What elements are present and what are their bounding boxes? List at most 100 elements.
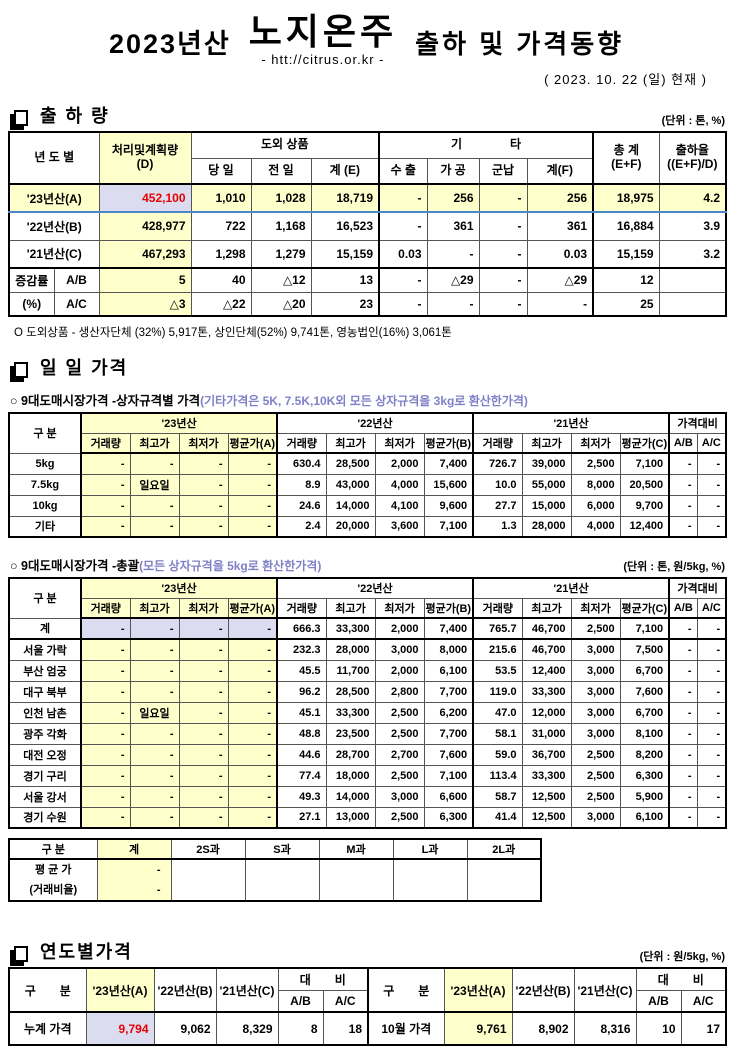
cell: 15,159 [592, 239, 660, 269]
col-group-2021: '21년산 [472, 577, 670, 599]
cell: 18,975 [592, 183, 660, 213]
cell: 23 [310, 291, 380, 317]
cell: 256 [526, 183, 594, 213]
cell: 6,200 [423, 701, 474, 724]
table-row: 인천 남촌 - 일요일 - -45.1 33,300 2,500 6,200 47.0 12,00… [8, 701, 727, 724]
cell: - - [96, 858, 172, 902]
cell: 7,700 [423, 680, 474, 703]
row-label: 10월 가격 [367, 1011, 445, 1046]
cell: 10.0 [472, 473, 523, 496]
cell: 12 [592, 267, 660, 293]
title-product-block: 노지온주 - htt://citrus.or.kr - [249, 14, 397, 68]
cell: - [378, 291, 428, 317]
cell: 113.4 [472, 764, 523, 787]
cell: - [696, 638, 727, 661]
col-header-2l: 2L과 [466, 838, 542, 860]
cell: - [80, 701, 131, 724]
cell: - [178, 722, 229, 745]
cell: 15,600 [423, 473, 474, 496]
sub-column-header: 최고가 [325, 432, 376, 454]
yearly-price-row: 누계 가격 9,794 9,062 8,329 8 18 10월 가격 9,76… [8, 1011, 727, 1046]
cumulative-price-2023: 9,794 [85, 1011, 155, 1046]
bybox-subtitle-note: (기타가격은 5K, 7.5K,10K외 모든 상자규격을 3kg로 환산한가격… [200, 394, 528, 408]
cumulative-price-2021: 8,329 [215, 1011, 279, 1046]
cell: 3.9 [658, 211, 727, 241]
col-header-today: 당 일 [190, 157, 252, 185]
col-group-2021: '21년산 [472, 412, 670, 434]
cell: 20,500 [619, 473, 670, 496]
cell [658, 291, 727, 317]
cell: 33,300 [521, 680, 572, 703]
cell: 12,400 [619, 515, 670, 538]
rate-header-line1: 출하율 [675, 143, 709, 158]
cell: 1,298 [190, 239, 252, 269]
plan-header-line1: 처리및계획량 [111, 143, 179, 158]
cell: 7,100 [423, 764, 474, 787]
cell: △29 [526, 267, 594, 293]
bybox-subtitle: ○ 9대도매시장가격 -상자규격별 가격 [10, 394, 201, 408]
col-header-2022: '22년산(B) [511, 967, 575, 1013]
shipment-unit-label: (단위 : 톤, %) [661, 115, 725, 127]
col-header-2023: '23년산(A) [85, 967, 155, 1013]
row-label: 7.5kg [8, 473, 82, 496]
cell: 일요일 [129, 701, 180, 724]
cell: - [178, 701, 229, 724]
subheader-row: 거래량 최고가 최저가 평균가(A) 거래량 최고가 최저가 평균가(B) 거래량 최고가 최저가 평… [9, 432, 727, 454]
cell: - [80, 743, 131, 766]
row-label: 기타 [8, 515, 82, 538]
cell: - [696, 659, 727, 682]
col-header-sum-f: 계(F) [526, 157, 594, 185]
col-header-m: M과 [318, 838, 394, 860]
rate-header-line2: ((E+F)/D) [667, 157, 718, 171]
cell: 3,000 [570, 638, 621, 661]
cell: - [478, 183, 528, 213]
cell: - [696, 785, 727, 808]
cell: - [80, 764, 131, 787]
col-group-2022: '22년산 [276, 577, 474, 599]
cell: 256 [426, 183, 480, 213]
cell: - [178, 806, 229, 829]
cell: 2,500 [374, 701, 425, 724]
cell: - [129, 680, 180, 703]
cell: 0.03 [526, 239, 594, 269]
cell: - [129, 452, 180, 475]
cell: 11,700 [325, 659, 376, 682]
cell: 일요일 [129, 473, 180, 496]
row-label: 서울 강서 [8, 785, 82, 808]
cell: - [668, 515, 698, 538]
row-label: 대구 북부 [8, 680, 82, 703]
cell: 1.3 [472, 515, 523, 538]
subheader-row: 거래량 최고가 최저가 평균가(A) 거래량 최고가 최저가 평균가(B) 거래량 최고가 최저가 평… [9, 597, 727, 619]
cell: - [80, 473, 131, 496]
col-header-2022: '22년산(B) [153, 967, 217, 1013]
cell: 666.3 [276, 617, 327, 640]
cell: 12,500 [521, 785, 572, 808]
report-title-block: 2023년산 노지온주 - htt://citrus.or.kr - 출하 및 … [8, 14, 725, 88]
cell [466, 858, 542, 902]
shipment-row-change-ac: (%) A/C △3 △22 △20 23 - - - - 25 [8, 291, 727, 317]
cell: 6,100 [423, 659, 474, 682]
row-label: (%) [8, 291, 55, 317]
sub-column-header: 최고가 [325, 597, 376, 619]
cell: - [178, 515, 229, 538]
cell: 8,000 [570, 473, 621, 496]
sub-column-header: 최저가 [570, 432, 621, 454]
col-header-gubun: 구 분 [367, 967, 445, 1013]
cell: - [129, 785, 180, 808]
cell: - [227, 722, 278, 745]
cell: 2,500 [570, 452, 621, 475]
plan-value: 5 [98, 267, 192, 293]
cell: - [227, 680, 278, 703]
cell: - [668, 494, 698, 517]
cell: 27.1 [276, 806, 327, 829]
cell: 16,884 [592, 211, 660, 241]
cell: 7,700 [423, 722, 474, 745]
cell: - [378, 267, 428, 293]
col-header-2021: '21년산(C) [573, 967, 637, 1013]
cell: - [668, 617, 698, 640]
cell: 53.5 [472, 659, 523, 682]
table-row: 계 - - - -666.3 33,300 2,000 7,400 765.7 46,700 2,5… [8, 617, 727, 640]
col-header-ab: A/B [277, 989, 324, 1013]
cell: - [178, 494, 229, 517]
